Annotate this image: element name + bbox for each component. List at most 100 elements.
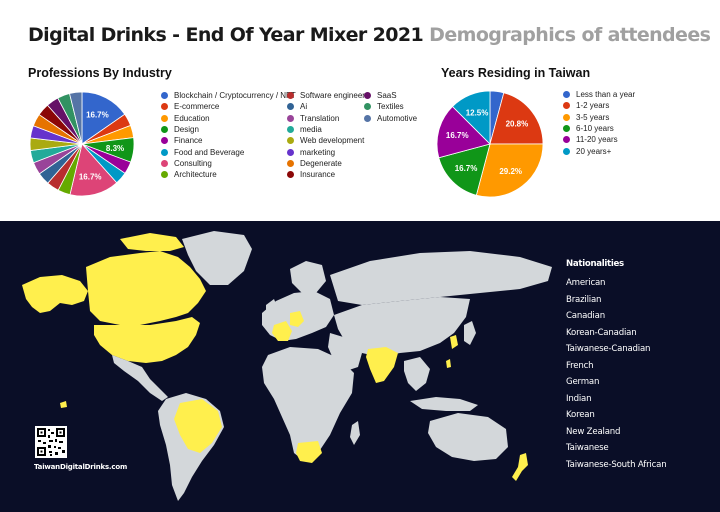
legend-swatch xyxy=(287,148,294,156)
map-land-scandinavia xyxy=(290,261,326,293)
map-land-southeast-asia xyxy=(404,357,430,391)
legend-entry-0-7: Architecture xyxy=(161,169,296,180)
legend-swatch xyxy=(287,103,294,111)
nationality-item: American xyxy=(566,278,606,288)
pie-data-label-1-1: 20.8% xyxy=(506,119,529,128)
nationalities-title: Nationalities xyxy=(566,259,624,269)
pie-slice-1-5 xyxy=(451,90,491,145)
legend-entry-1-2: 3-5 years xyxy=(563,112,635,123)
legend-label: Less than a year xyxy=(576,90,636,100)
legend-swatch xyxy=(563,91,570,99)
map-land-uk xyxy=(266,299,278,317)
nationality-item: Canadian xyxy=(566,311,605,321)
legend-swatch xyxy=(161,171,168,179)
pie-slice-0-0 xyxy=(81,91,126,145)
nationality-item: Taiwanese-South African xyxy=(566,459,667,470)
years-legend: Less than a year 1-2 years 3-5 years 6-10 y… xyxy=(563,89,635,157)
event-title: Digital Drinks - End Of Year Mixer 2021 xyxy=(28,24,424,46)
legend-label: Education xyxy=(174,113,210,123)
map-land-brazil xyxy=(174,399,222,453)
years-chart-title: Years Residing in Taiwan xyxy=(441,66,591,80)
legend-label: Web development xyxy=(300,136,365,146)
legend-entry-0-4: Finance xyxy=(161,135,296,146)
map-land-japan xyxy=(464,321,476,345)
legend-entry-0-5: Food and Beverage xyxy=(161,146,296,157)
pie-slice-1-4 xyxy=(436,105,491,159)
map-land-germany xyxy=(290,311,304,327)
world-map xyxy=(22,231,552,501)
legend-label: 6-10 years xyxy=(576,124,614,134)
legend-swatch xyxy=(287,114,294,122)
map-land-indonesia xyxy=(410,397,478,411)
website-link[interactable]: TaiwanDigitalDrinks.com xyxy=(34,463,128,471)
nationalities-map-panel: Nationalities American Brazilian Canadian K… xyxy=(0,221,720,512)
legend-label: Blockchain / Cryptocurrency / NFT xyxy=(174,91,296,101)
map-land-madagascar xyxy=(350,421,360,445)
legend-entry-0-1: E-commerce xyxy=(161,101,296,112)
legend-label: 3-5 years xyxy=(576,112,610,122)
legend-label: SaaS xyxy=(377,91,397,101)
legend-swatch xyxy=(364,103,371,111)
legend-swatch xyxy=(161,159,168,167)
legend-swatch xyxy=(364,114,371,122)
legend-label: 11-20 years xyxy=(576,135,618,145)
legend-entry-0-11: media xyxy=(287,124,365,135)
legend-swatch xyxy=(287,126,294,134)
legend-label: 20 years+ xyxy=(576,146,612,156)
qr-code[interactable] xyxy=(35,426,67,458)
map-land-canada xyxy=(86,251,206,325)
pie-slice-1-2 xyxy=(475,143,544,198)
legend-label: Textiles xyxy=(377,102,404,112)
legend-label: Insurance xyxy=(300,170,336,180)
legend-swatch xyxy=(563,136,570,144)
legend-swatch xyxy=(287,137,294,145)
nationality-item: Indian xyxy=(566,393,592,404)
legend-entry-0-14: Degenerate xyxy=(287,158,365,169)
map-land-india xyxy=(366,347,398,383)
nationality-item: Taiwanese xyxy=(566,443,609,453)
legend-entry-0-17: Textiles xyxy=(364,101,417,112)
map-land-greenland xyxy=(182,231,252,285)
professions-chart-title: Professions By Industry xyxy=(28,66,172,80)
map-land-russia xyxy=(330,251,552,305)
map-land-usa xyxy=(94,317,200,363)
event-subtitle: Demographics of attendees xyxy=(429,24,711,46)
nationality-item: French xyxy=(566,360,594,371)
legend-entry-1-0: Less than a year xyxy=(563,89,635,100)
legend-entry-1-4: 11-20 years xyxy=(563,134,635,145)
legend-entry-0-8: Software engineer xyxy=(287,90,365,101)
map-land-france xyxy=(272,321,292,341)
legend-label: Consulting xyxy=(174,158,212,168)
years-pie-chart: 20.8% 29.2% 16.7% 16.7% 12.5% xyxy=(436,90,544,198)
legend-label: Architecture xyxy=(174,170,217,180)
map-land-hawaii xyxy=(60,401,67,408)
map-land-south-africa xyxy=(296,441,322,463)
map-land-new-zealand xyxy=(512,453,528,481)
map-land-asia-mainland xyxy=(334,297,470,357)
pie-data-label-1-3: 16.7% xyxy=(455,164,478,173)
page-title: Digital Drinks - End Of Year Mixer 2021 D… xyxy=(28,24,711,46)
nationality-item: Korean xyxy=(566,410,595,420)
legend-swatch xyxy=(563,102,570,110)
nationality-item: Korean-Canadian xyxy=(566,327,637,338)
pie-data-label-0-3: 8.3% xyxy=(106,144,124,153)
legend-swatch xyxy=(563,125,570,133)
map-land-middle-east xyxy=(328,333,362,371)
nationalities-legend: Nationalities American Brazilian Canadian K… xyxy=(566,259,667,476)
legend-label: marketing xyxy=(300,147,336,157)
pie-data-label-0-0: 16.7% xyxy=(86,111,109,120)
legend-label: media xyxy=(300,125,322,135)
legend-label: 1-2 years xyxy=(576,101,610,111)
nationality-item: New Zealand xyxy=(566,426,621,437)
pie-data-label-1-2: 29.2% xyxy=(499,167,522,176)
map-land-australia xyxy=(428,413,508,461)
legend-entry-1-5: 20 years+ xyxy=(563,145,635,156)
professions-legend-col2: Software engineer Ai Translation media Web d… xyxy=(287,90,365,180)
map-land-taiwan xyxy=(446,359,451,368)
map-land-mexico-central-america xyxy=(112,355,168,401)
legend-entry-0-6: Consulting xyxy=(161,158,296,169)
legend-entry-0-2: Education xyxy=(161,113,296,124)
legend-label: Automotive xyxy=(377,113,418,123)
pie-data-label-1-4: 16.7% xyxy=(446,131,469,140)
legend-swatch xyxy=(364,92,371,100)
